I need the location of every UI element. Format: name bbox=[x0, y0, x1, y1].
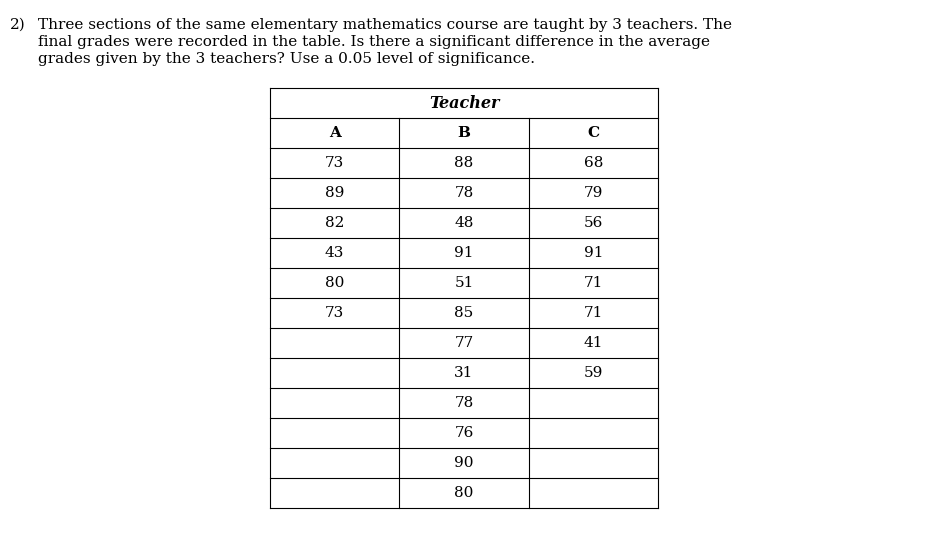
Text: 78: 78 bbox=[454, 186, 473, 200]
Text: Teacher: Teacher bbox=[429, 94, 500, 111]
Text: Three sections of the same elementary mathematics course are taught by 3 teacher: Three sections of the same elementary ma… bbox=[38, 18, 732, 32]
Text: 80: 80 bbox=[454, 486, 473, 500]
Text: 91: 91 bbox=[583, 246, 603, 260]
Text: 77: 77 bbox=[454, 336, 473, 350]
Text: 89: 89 bbox=[325, 186, 345, 200]
Text: 85: 85 bbox=[454, 306, 473, 320]
Text: 56: 56 bbox=[584, 216, 603, 230]
Text: 82: 82 bbox=[325, 216, 345, 230]
Text: final grades were recorded in the table. Is there a significant difference in th: final grades were recorded in the table.… bbox=[38, 35, 710, 49]
Text: 76: 76 bbox=[454, 426, 473, 440]
Text: 73: 73 bbox=[325, 306, 345, 320]
Text: 41: 41 bbox=[583, 336, 603, 350]
Text: 73: 73 bbox=[325, 156, 345, 170]
Text: 91: 91 bbox=[454, 246, 474, 260]
Text: 68: 68 bbox=[584, 156, 603, 170]
Text: 79: 79 bbox=[584, 186, 603, 200]
Text: 71: 71 bbox=[584, 306, 603, 320]
Text: 51: 51 bbox=[454, 276, 473, 290]
Text: 78: 78 bbox=[454, 396, 473, 410]
Text: grades given by the 3 teachers? Use a 0.05 level of significance.: grades given by the 3 teachers? Use a 0.… bbox=[38, 52, 535, 66]
Text: 48: 48 bbox=[454, 216, 473, 230]
Text: 2): 2) bbox=[10, 18, 25, 32]
Text: 88: 88 bbox=[454, 156, 473, 170]
Text: 31: 31 bbox=[454, 366, 473, 380]
Text: 43: 43 bbox=[325, 246, 345, 260]
Text: B: B bbox=[457, 126, 470, 140]
Text: C: C bbox=[587, 126, 599, 140]
Text: 90: 90 bbox=[454, 456, 474, 470]
Text: A: A bbox=[329, 126, 341, 140]
Text: 80: 80 bbox=[325, 276, 345, 290]
Text: 71: 71 bbox=[584, 276, 603, 290]
Text: 59: 59 bbox=[584, 366, 603, 380]
